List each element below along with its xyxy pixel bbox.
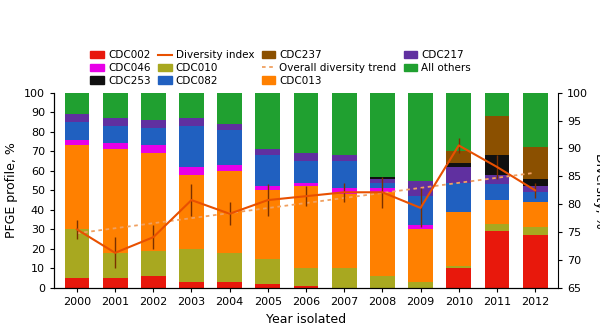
Bar [256, 186, 280, 190]
Bar [370, 177, 395, 179]
Y-axis label: PFGE profile, %: PFGE profile, % [5, 142, 19, 238]
Bar [293, 93, 319, 153]
Bar [103, 149, 128, 253]
Bar [446, 266, 471, 268]
Bar [523, 93, 548, 147]
Bar [293, 153, 319, 161]
Bar [523, 235, 548, 288]
Bar [141, 93, 166, 120]
Bar [65, 145, 89, 229]
Bar [179, 93, 204, 118]
Legend: CDC002, CDC046, CDC253, Diversity index, CDC010, CDC082, CDC237, Overall diversi: CDC002, CDC046, CDC253, Diversity index,… [91, 50, 471, 85]
Bar [293, 186, 319, 268]
Bar [65, 93, 89, 114]
Bar [141, 145, 166, 153]
Bar [141, 153, 166, 251]
Bar [523, 186, 548, 192]
Bar [256, 155, 280, 186]
Bar [256, 149, 280, 155]
Bar [408, 225, 433, 229]
Bar [408, 229, 433, 282]
Bar [103, 253, 128, 278]
Bar [446, 268, 471, 288]
Bar [370, 188, 395, 192]
Bar [332, 194, 356, 268]
Bar [256, 190, 280, 259]
Bar [485, 93, 509, 116]
Bar [217, 171, 242, 253]
Bar [332, 161, 356, 188]
Bar [485, 231, 509, 288]
Bar [485, 200, 509, 223]
Bar [446, 182, 471, 212]
Bar [217, 124, 242, 130]
Bar [141, 120, 166, 128]
Bar [332, 268, 356, 288]
Bar [217, 93, 242, 124]
Bar [217, 165, 242, 171]
Bar [103, 278, 128, 288]
Bar [103, 93, 128, 118]
Bar [65, 122, 89, 140]
Bar [485, 155, 509, 175]
Bar [485, 175, 509, 184]
Bar [446, 163, 471, 167]
Bar [446, 151, 471, 163]
Bar [179, 126, 204, 167]
X-axis label: Year isolated: Year isolated [266, 312, 346, 326]
Bar [103, 126, 128, 143]
Bar [370, 182, 395, 188]
Bar [179, 249, 204, 282]
Bar [293, 182, 319, 186]
Bar [408, 282, 433, 288]
Bar [141, 251, 166, 276]
Bar [446, 212, 471, 266]
Bar [485, 116, 509, 155]
Bar [65, 114, 89, 122]
Bar [217, 253, 242, 282]
Bar [523, 179, 548, 186]
Bar [256, 259, 280, 284]
Bar [65, 278, 89, 288]
Bar [523, 202, 548, 227]
Bar [408, 181, 433, 196]
Bar [293, 286, 319, 288]
Bar [370, 192, 395, 276]
Bar [485, 184, 509, 200]
Bar [332, 93, 356, 155]
Bar [446, 93, 471, 151]
Bar [217, 130, 242, 165]
Bar [523, 192, 548, 202]
Bar [141, 128, 166, 145]
Bar [523, 227, 548, 235]
Bar [408, 93, 433, 181]
Bar [408, 196, 433, 225]
Bar [256, 93, 280, 149]
Bar [446, 167, 471, 182]
Bar [103, 143, 128, 149]
Bar [141, 276, 166, 288]
Bar [370, 93, 395, 177]
Bar [179, 282, 204, 288]
Bar [256, 284, 280, 288]
Bar [179, 118, 204, 126]
Bar [217, 282, 242, 288]
Bar [65, 140, 89, 145]
Bar [332, 188, 356, 194]
Bar [103, 118, 128, 126]
Bar [65, 229, 89, 278]
Bar [179, 167, 204, 175]
Bar [293, 161, 319, 182]
Bar [485, 223, 509, 231]
Bar [293, 268, 319, 286]
Bar [370, 179, 395, 182]
Bar [179, 175, 204, 249]
Bar [332, 155, 356, 161]
Bar [523, 147, 548, 179]
Y-axis label: Diversity, %: Diversity, % [593, 153, 600, 228]
Bar [370, 276, 395, 288]
